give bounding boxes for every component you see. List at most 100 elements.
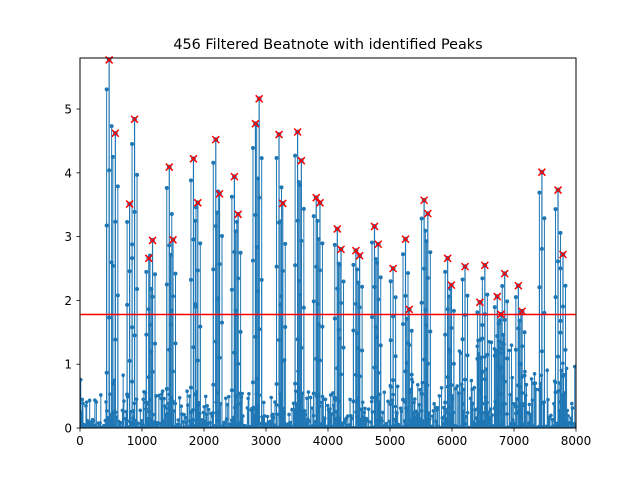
- peak-side-point: [446, 294, 451, 299]
- peak-side-point: [419, 216, 424, 221]
- noise-point: [182, 412, 186, 417]
- peak-side-point: [563, 283, 568, 288]
- noise-point: [472, 385, 477, 390]
- noise-point: [459, 351, 463, 355]
- peak-side-point: [560, 304, 565, 309]
- noise-point: [84, 400, 89, 404]
- noise-point: [415, 383, 420, 387]
- peak-marker: [189, 154, 198, 163]
- peak-marker: [405, 305, 414, 314]
- noise-point: [530, 398, 535, 402]
- peak-side-point: [339, 300, 344, 305]
- peak-side-point: [351, 262, 356, 267]
- peak-side-point: [215, 210, 219, 215]
- noise-point: [265, 414, 270, 419]
- peak-marker: [125, 200, 134, 209]
- peak-side-point: [373, 256, 378, 261]
- noise-point: [331, 391, 335, 395]
- noise-point: [417, 403, 422, 407]
- peak-marker: [293, 127, 302, 137]
- peak-marker: [144, 254, 153, 263]
- peak-side-point: [355, 267, 360, 272]
- noise-point: [398, 406, 403, 410]
- peak-side-point: [236, 276, 241, 281]
- noise-point: [288, 420, 293, 425]
- noise-point: [222, 420, 227, 425]
- peak-side-point: [407, 342, 412, 347]
- noise-point: [201, 410, 206, 415]
- peak-side-point: [558, 266, 563, 271]
- noise-point: [162, 396, 166, 401]
- peak-marker: [234, 210, 243, 219]
- peak-marker: [493, 292, 502, 301]
- peak-marker: [558, 250, 568, 259]
- peak-marker: [312, 193, 321, 202]
- peak-markers: [105, 55, 568, 319]
- noise-point: [246, 396, 250, 401]
- peak-side-point: [191, 237, 196, 242]
- peak-side-point: [315, 218, 320, 223]
- peak-side-point: [110, 154, 115, 159]
- noise-point: [437, 394, 442, 398]
- peak-side-point: [341, 279, 346, 284]
- peak-side-point: [299, 238, 304, 243]
- peak-marker: [389, 264, 398, 273]
- peak-marker: [315, 198, 324, 207]
- noise-point: [139, 419, 144, 423]
- noise-point: [565, 408, 570, 413]
- peak-side-point: [169, 212, 174, 217]
- peak-side-point: [274, 156, 279, 161]
- noise-point: [349, 416, 354, 421]
- peak-side-point: [336, 261, 341, 266]
- noise-point: [431, 409, 436, 413]
- noise-point: [224, 417, 229, 421]
- peak-side-point: [539, 246, 544, 251]
- y-tick-label: 4: [64, 166, 72, 180]
- noise-point: [203, 394, 208, 399]
- noise-point: [436, 406, 440, 410]
- peak-side-point: [505, 299, 510, 304]
- peak-marker: [148, 236, 157, 245]
- noise-point: [225, 402, 230, 407]
- noise-point: [549, 413, 553, 418]
- noise-point: [291, 401, 296, 406]
- noise-point: [227, 394, 231, 399]
- noise-point: [121, 373, 125, 378]
- peak-marker: [370, 222, 379, 231]
- noise-point: [412, 400, 416, 405]
- peak-side-point: [113, 219, 118, 224]
- x-tick-label: 6000: [437, 434, 468, 448]
- noise-point: [208, 420, 212, 425]
- noise-point: [85, 419, 90, 423]
- noise-point: [573, 425, 576, 428]
- peak-side-point: [153, 272, 158, 277]
- peak-marker: [333, 224, 342, 233]
- peak-marker: [423, 209, 432, 218]
- noise-point: [80, 397, 85, 402]
- peak-side-point: [168, 252, 173, 257]
- peak-side-point: [104, 87, 109, 92]
- peak-side-point: [283, 241, 288, 246]
- peak-side-point: [370, 240, 374, 245]
- noise-point: [322, 416, 327, 421]
- noise-point: [247, 391, 251, 396]
- peak-side-point: [238, 250, 243, 255]
- noise-point: [488, 407, 493, 412]
- peak-marker: [230, 172, 239, 181]
- peak-side-point: [127, 269, 132, 274]
- peak-side-point: [115, 184, 120, 189]
- y-tick-label: 1: [64, 358, 72, 372]
- noise-point: [390, 398, 395, 402]
- noise-point: [303, 412, 308, 417]
- peak-marker: [537, 168, 546, 177]
- noise-point: [84, 404, 88, 408]
- peak-side-point: [332, 242, 337, 247]
- peak-side-point: [259, 156, 264, 161]
- noise-point: [122, 399, 126, 403]
- peak-marker: [355, 251, 364, 260]
- noise-point: [382, 390, 387, 395]
- noise-point: [119, 420, 123, 425]
- peak-side-point: [198, 241, 203, 246]
- peak-side-point: [388, 279, 393, 284]
